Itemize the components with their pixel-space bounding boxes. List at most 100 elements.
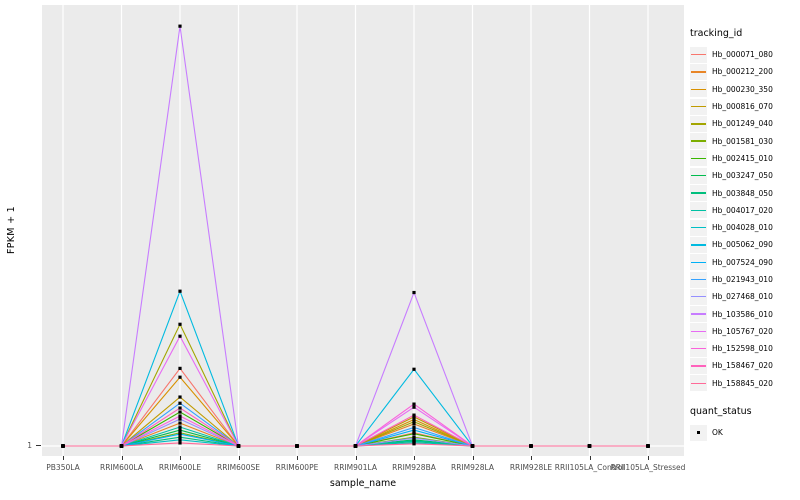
data-point (412, 405, 416, 409)
data-point (412, 413, 416, 417)
data-point (178, 414, 182, 418)
legend-item-Hb_003848_050: Hb_003848_050 (690, 184, 800, 202)
data-point (412, 428, 416, 432)
legend-item-Hb_152598_010: Hb_152598_010 (690, 340, 800, 357)
data-point (178, 417, 182, 421)
data-point (587, 444, 592, 448)
x-tick-label-PB350LA: PB350LA (46, 463, 80, 472)
legend-item-label: Hb_105767_020 (712, 326, 773, 336)
x-tick-mark (472, 456, 474, 460)
legend-item-Hb_003247_050: Hb_003247_050 (690, 167, 800, 184)
legend-key-line (691, 123, 706, 125)
legend-key-line (691, 347, 706, 350)
data-point (412, 290, 416, 295)
legend-item-Hb_004017_020: Hb_004017_020 (690, 202, 800, 219)
legend-item-label: Hb_001581_030 (712, 136, 773, 146)
legend-key-line (691, 365, 706, 367)
data-point (470, 444, 475, 448)
data-point (529, 444, 533, 448)
data-point (412, 436, 416, 440)
x-tick-label-RRIM928BA: RRIM928BA (392, 463, 436, 472)
legend-item-Hb_103586_010: Hb_103586_010 (690, 305, 800, 323)
legend-items: Hb_000071_080 Hb_000212_200 Hb_000230_350 H… (690, 46, 800, 392)
legend-item-Hb_105767_020: Hb_105767_020 (690, 323, 800, 340)
legend-key-line (691, 88, 706, 90)
y-tick-mark (36, 445, 41, 446)
legend-key-swatch (690, 133, 707, 150)
legend-item-label: Hb_158467_020 (712, 361, 773, 371)
legend-key-swatch (690, 185, 707, 202)
legend-item-label: Hb_005062_090 (712, 240, 773, 250)
data-point (178, 401, 182, 405)
data-point (412, 439, 416, 443)
legend-item-label: Hb_103586_010 (712, 309, 773, 319)
legend-key-swatch (690, 254, 707, 271)
legend-key-line (691, 53, 706, 56)
quant-status-key (690, 424, 707, 441)
legend-key-line (691, 140, 706, 142)
legend-item-label: Hb_021943_010 (712, 275, 773, 284)
legend-key-swatch (690, 150, 707, 167)
legend-item-Hb_007524_090: Hb_007524_090 (690, 254, 800, 271)
x-tick-mark (648, 456, 649, 460)
data-point (178, 289, 182, 293)
legend-title-tracking-id: tracking_id (690, 28, 743, 39)
data-point (178, 441, 182, 445)
legend-key-line (691, 209, 706, 211)
legend-key-swatch (690, 98, 707, 115)
legend-item-label: Hb_003848_050 (712, 188, 773, 198)
data-point (412, 367, 416, 371)
legend-item-label: Hb_158845_020 (712, 378, 773, 388)
x-tick-label-RRIM600PE: RRIM600PE (275, 463, 319, 472)
legend-key-swatch (690, 357, 707, 374)
data-point (295, 444, 299, 448)
data-point (236, 444, 241, 448)
data-point (178, 375, 182, 379)
chart-canvas (42, 5, 684, 456)
plot-panel (42, 5, 684, 456)
quant-status-label: OK (712, 428, 723, 438)
legend-key-swatch (690, 271, 707, 288)
legend-item-label: Hb_000816_070 (712, 102, 773, 112)
x-tick-mark (589, 456, 591, 460)
legend-key-line (691, 296, 706, 298)
data-point (353, 444, 358, 448)
data-point (178, 322, 182, 326)
data-point (412, 417, 416, 422)
legend-key-line (691, 261, 706, 263)
data-point (178, 438, 182, 442)
legend-key-swatch (690, 167, 707, 184)
legend-item-label: Hb_004028_010 (712, 223, 773, 233)
legend-item-Hb_000071_080: Hb_000071_080 (690, 46, 800, 63)
data-point (412, 402, 416, 406)
x-tick-mark (355, 456, 357, 460)
data-point (178, 406, 182, 410)
legend-item-Hb_000816_070: Hb_000816_070 (690, 98, 800, 115)
legend-key-line (691, 71, 706, 73)
legend-item-Hb_000212_200: Hb_000212_200 (690, 63, 800, 80)
data-point (412, 420, 416, 424)
x-tick-mark (297, 456, 298, 460)
legend: tracking_id Hb_000071_080 Hb_000212_200 Hb… (690, 28, 800, 441)
x-tick-mark (531, 456, 532, 460)
legend-key-swatch (690, 306, 707, 323)
legend-key-line (691, 175, 706, 177)
legend-item-Hb_000230_350: Hb_000230_350 (690, 81, 800, 98)
x-tick-label-RRIM901LA: RRIM901LA (334, 463, 377, 472)
legend-key-swatch (690, 288, 707, 305)
data-point (412, 415, 416, 419)
x-tick-label-RRIM928LE: RRIM928LE (509, 463, 553, 472)
black-square-marker-icon (696, 430, 701, 435)
legend-key-line (691, 313, 706, 315)
quant-status-item-OK: OK (690, 424, 800, 441)
data-point (178, 435, 182, 439)
x-tick-mark (121, 456, 123, 460)
data-point (178, 428, 182, 432)
x-tick-label-RRIM600SE: RRIM600SE (217, 463, 260, 472)
x-tick-mark (238, 456, 240, 460)
data-point (412, 432, 416, 436)
data-point (412, 442, 416, 446)
legend-item-label: Hb_003247_050 (712, 171, 773, 181)
legend-key-line (691, 382, 706, 384)
